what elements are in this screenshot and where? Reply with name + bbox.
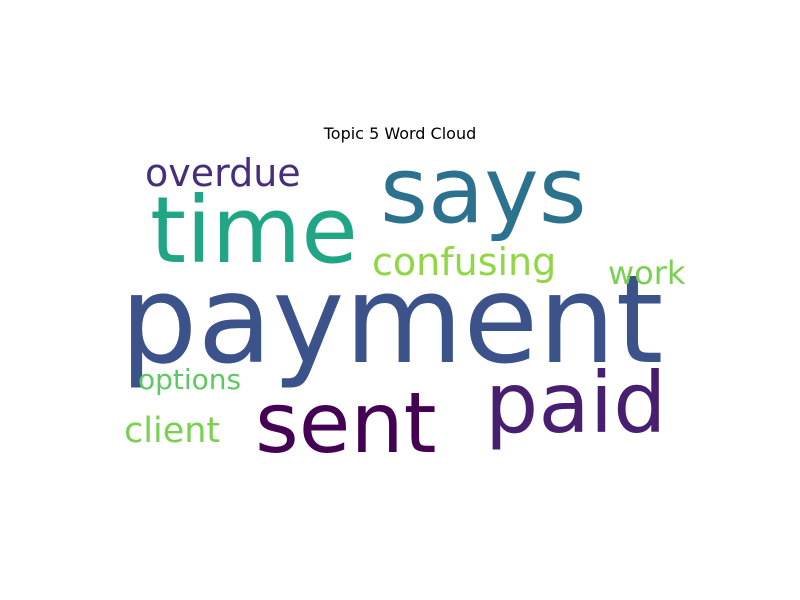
word-confusing: confusing [372, 240, 556, 284]
word-time: time [150, 177, 358, 284]
word-overdue: overdue [145, 151, 301, 195]
word-options: options [138, 363, 241, 396]
word-says: says [380, 137, 587, 244]
chart-title: Topic 5 Word Cloud [323, 124, 477, 143]
word-client: client [124, 411, 220, 451]
word-sent: sent [255, 374, 437, 472]
word-paid: paid [485, 354, 666, 452]
word-work: work [608, 254, 686, 292]
word-payment: payment [120, 249, 663, 391]
